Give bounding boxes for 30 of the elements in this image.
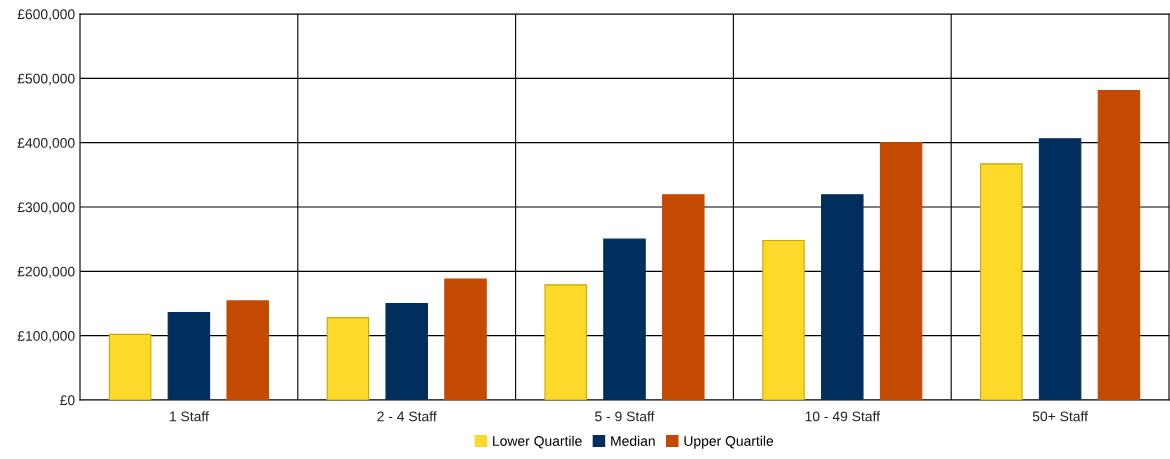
legend-label: Upper Quartile [684,435,774,449]
x-tick-label: 1 Staff [170,411,209,422]
bar [167,311,211,400]
bar [762,239,805,400]
bar [980,163,1023,400]
legend-label: Lower Quartile [493,435,582,449]
y-tick-label: £500,000 [17,73,75,86]
y-tick-label: £400,000 [17,138,75,150]
y-tick-label: £0 [60,395,75,406]
bar [1097,90,1141,400]
bar [879,142,923,400]
x-tick-label: 10 - 49 Staff [805,411,881,422]
bar [603,238,646,400]
legend-label: Median [611,435,655,446]
bar [385,302,428,400]
bar [662,194,705,400]
y-tick-label: £300,000 [17,202,75,214]
y-tick-label: £600,000 [17,9,75,21]
bar [1038,138,1082,400]
bar [108,333,152,400]
bar [226,300,269,400]
y-tick-label: £200,000 [17,266,75,279]
x-tick-label: 50+ Staff [1032,411,1088,422]
bar [544,284,587,400]
bar [821,194,864,400]
x-tick-label: 2 - 4 Staff [377,411,437,422]
x-tick-label: 5 - 9 Staff [595,411,655,422]
bar [326,317,370,400]
bar [444,278,487,400]
y-tick-label: £100,000 [17,331,75,343]
